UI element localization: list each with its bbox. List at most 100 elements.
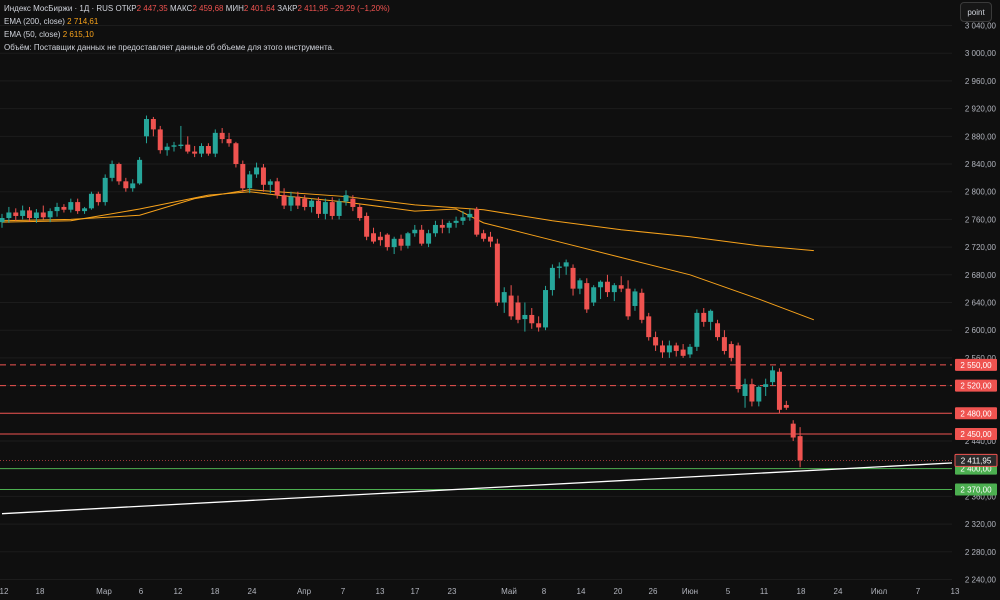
candle <box>391 236 397 255</box>
candle <box>694 309 700 351</box>
candle-body <box>192 151 198 154</box>
legend-ema200-row[interactable]: EMA (200, close) 2 714,61 <box>4 15 390 28</box>
candle <box>315 197 321 219</box>
candle <box>494 238 500 306</box>
candle-body <box>377 236 383 241</box>
candle <box>164 143 170 156</box>
chart-legend: Индекс МосБиржи · 1Д · RUS ОТКР2 447,35 … <box>4 2 390 54</box>
level-label: 2 520,00 <box>960 382 992 391</box>
candle <box>529 308 535 329</box>
x-tick-label: 17 <box>411 587 420 596</box>
candle-body <box>432 224 438 234</box>
candle-body <box>487 236 493 242</box>
candle-body <box>666 345 672 353</box>
candle <box>701 308 707 327</box>
level-label-bg <box>955 379 997 392</box>
candle-body <box>137 159 143 184</box>
time-axis[interactable]: 12 18 Мар 6 12 18 24 Апр 7 13 17 23 Май 8 14 20 26 Июн 5 11… <box>0 587 960 596</box>
level-label-bg <box>955 428 997 441</box>
candle-body <box>426 233 432 244</box>
candle-body <box>0 218 5 223</box>
candle-body <box>570 267 576 289</box>
level-label: 2 450,00 <box>960 430 992 439</box>
candle-body <box>694 312 700 347</box>
candle <box>384 233 390 251</box>
x-tick-label: 24 <box>834 587 843 596</box>
candle <box>288 191 294 212</box>
volume-note: Объём: Поставщик данных не предоставляет… <box>4 43 335 52</box>
candle <box>350 195 356 212</box>
candle <box>715 319 721 341</box>
candle-body <box>646 316 652 338</box>
candle-body <box>20 210 26 216</box>
candle <box>185 136 191 154</box>
candle <box>274 177 280 199</box>
candle <box>687 344 693 358</box>
trendline[interactable] <box>1 459 1000 515</box>
candle-body <box>653 337 659 346</box>
x-tick-label: 13 <box>951 587 960 596</box>
candle <box>309 198 315 213</box>
candle-body <box>639 292 645 320</box>
legend-symbol-row[interactable]: Индекс МосБиржи · 1Д · RUS ОТКР2 447,35 … <box>4 2 390 15</box>
candle-body <box>543 290 549 328</box>
candle-body <box>219 132 225 140</box>
candle-body <box>536 323 542 328</box>
y-tick-label: 2 640,00 <box>965 299 997 308</box>
candle <box>281 188 287 210</box>
candle <box>453 216 459 228</box>
candle-body <box>604 281 610 293</box>
candle-body <box>309 200 315 207</box>
candle <box>728 341 734 362</box>
candle <box>460 211 466 225</box>
candle-body <box>212 132 218 154</box>
candle <box>233 141 239 168</box>
candle <box>68 198 74 213</box>
candle <box>426 229 432 248</box>
candle <box>212 129 218 158</box>
close-label: ЗАКР <box>277 4 298 13</box>
legend-ema50-row[interactable]: EMA (50, close) 2 615,10 <box>4 28 390 41</box>
candle-body <box>116 164 122 182</box>
candle <box>680 344 686 358</box>
candle-body <box>508 295 514 317</box>
candle <box>708 309 714 331</box>
candle-body <box>708 310 714 322</box>
low-value: 2 401,64 <box>243 4 276 13</box>
x-tick-label: Июл <box>871 587 888 596</box>
candle-body <box>398 238 404 246</box>
candle-body <box>701 312 707 322</box>
candle <box>439 219 445 234</box>
point-button[interactable]: point <box>960 2 992 22</box>
candle-body <box>288 196 294 206</box>
candle <box>6 206 12 223</box>
y-tick-label: 2 840,00 <box>965 160 997 169</box>
candle <box>54 202 60 217</box>
x-tick-label: Апр <box>297 587 312 596</box>
candle-body <box>391 238 397 248</box>
candle-body <box>357 206 363 219</box>
candle <box>27 206 33 222</box>
candle-body <box>680 349 686 356</box>
candle-body <box>178 144 184 147</box>
candle <box>776 368 782 414</box>
candle-body <box>315 200 321 214</box>
candle <box>405 231 411 249</box>
candle <box>40 205 46 220</box>
candle-body <box>82 208 88 212</box>
x-tick-label: 18 <box>211 587 220 596</box>
candle <box>336 198 342 220</box>
x-tick-label: 14 <box>577 587 586 596</box>
candle-body <box>109 164 115 178</box>
candle <box>205 143 211 156</box>
candle <box>549 264 555 296</box>
candle-body <box>687 346 693 355</box>
candle <box>763 378 769 396</box>
candle-body <box>591 287 597 303</box>
candle-body <box>715 323 721 338</box>
candle <box>432 220 438 237</box>
candle-body <box>501 292 507 303</box>
price-axis[interactable]: 3 040,00 3 000,00 2 960,00 2 920,00 2 880,00… <box>952 0 1000 600</box>
candle-body <box>563 262 569 267</box>
